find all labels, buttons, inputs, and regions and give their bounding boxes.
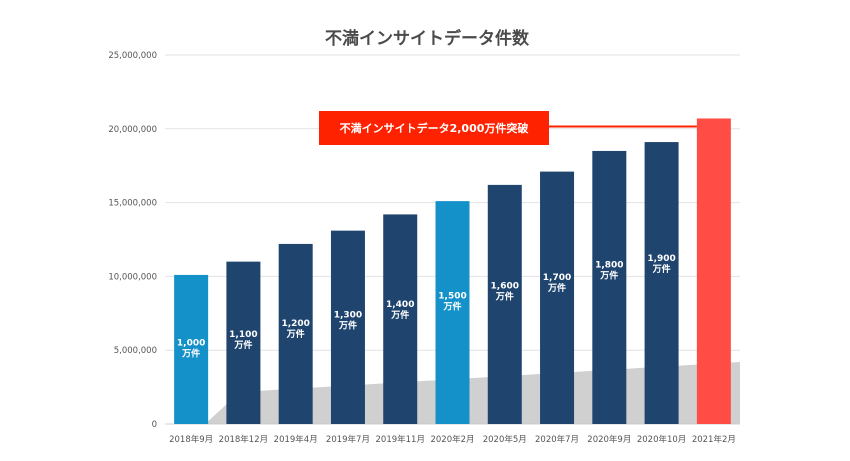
data-label-unit: 万件 — [495, 290, 514, 302]
bar — [592, 150, 627, 424]
data-label-unit: 万件 — [233, 339, 252, 351]
bar — [696, 118, 731, 424]
data-label-value: 1,400 — [386, 300, 414, 310]
y-tick-label: 15,000,000 — [108, 199, 157, 209]
data-label-value: 1,200 — [281, 319, 309, 329]
data-label-value: 1,600 — [491, 281, 519, 291]
x-tick-label: 2019年4月 — [274, 434, 318, 445]
x-tick-label: 2019年11月 — [376, 434, 425, 445]
bar — [540, 171, 575, 424]
data-label-unit: 万件 — [286, 328, 305, 340]
bar — [226, 261, 261, 424]
bar — [644, 142, 679, 425]
data-label-unit: 万件 — [652, 263, 671, 275]
data-label-value: 1,900 — [647, 254, 675, 264]
y-tick-label: 20,000,000 — [108, 125, 157, 135]
y-tick-label: 10,000,000 — [108, 272, 157, 282]
data-label-unit: 万件 — [338, 319, 357, 331]
x-tick-label: 2020年9月 — [587, 434, 631, 445]
bar — [330, 230, 365, 424]
data-label-value: 1,100 — [229, 330, 257, 340]
data-label-unit: 万件 — [442, 301, 461, 313]
data-label-unit: 万件 — [390, 309, 409, 321]
chart-title: 不満インサイトデータ件数 — [325, 28, 530, 49]
y-tick-label: 25,000,000 — [108, 51, 157, 61]
bar — [278, 243, 313, 424]
annotation-box — [319, 111, 549, 145]
x-tick-label: 2020年5月 — [483, 434, 527, 445]
x-tick-label: 2021年2月 — [692, 434, 736, 445]
data-label-value: 1,000 — [177, 338, 205, 348]
data-label-unit: 万件 — [547, 282, 566, 294]
x-tick-label: 2020年10月 — [637, 434, 686, 445]
x-tick-label: 2020年7月 — [535, 434, 579, 445]
annotation-text: 不満インサイトデータ2,000万件突破 — [340, 121, 529, 135]
data-label-unit: 万件 — [599, 269, 618, 281]
bar — [174, 274, 209, 424]
bar — [383, 214, 418, 424]
data-label-value: 1,700 — [543, 273, 571, 283]
data-label-unit: 万件 — [181, 347, 200, 359]
data-label-value: 1,500 — [438, 292, 466, 302]
bar — [435, 201, 470, 424]
x-tick-label: 2019年7月 — [326, 434, 370, 445]
y-tick-label: 5,000,000 — [114, 346, 157, 356]
x-tick-label: 2018年12月 — [219, 434, 268, 445]
data-label-value: 1,800 — [595, 260, 623, 270]
x-tick-label: 2018年9月 — [169, 434, 213, 445]
y-tick-label: 0 — [152, 420, 157, 430]
data-label-value: 1,300 — [334, 310, 362, 320]
bar — [487, 184, 522, 424]
x-tick-label: 2020年2月 — [430, 434, 474, 445]
